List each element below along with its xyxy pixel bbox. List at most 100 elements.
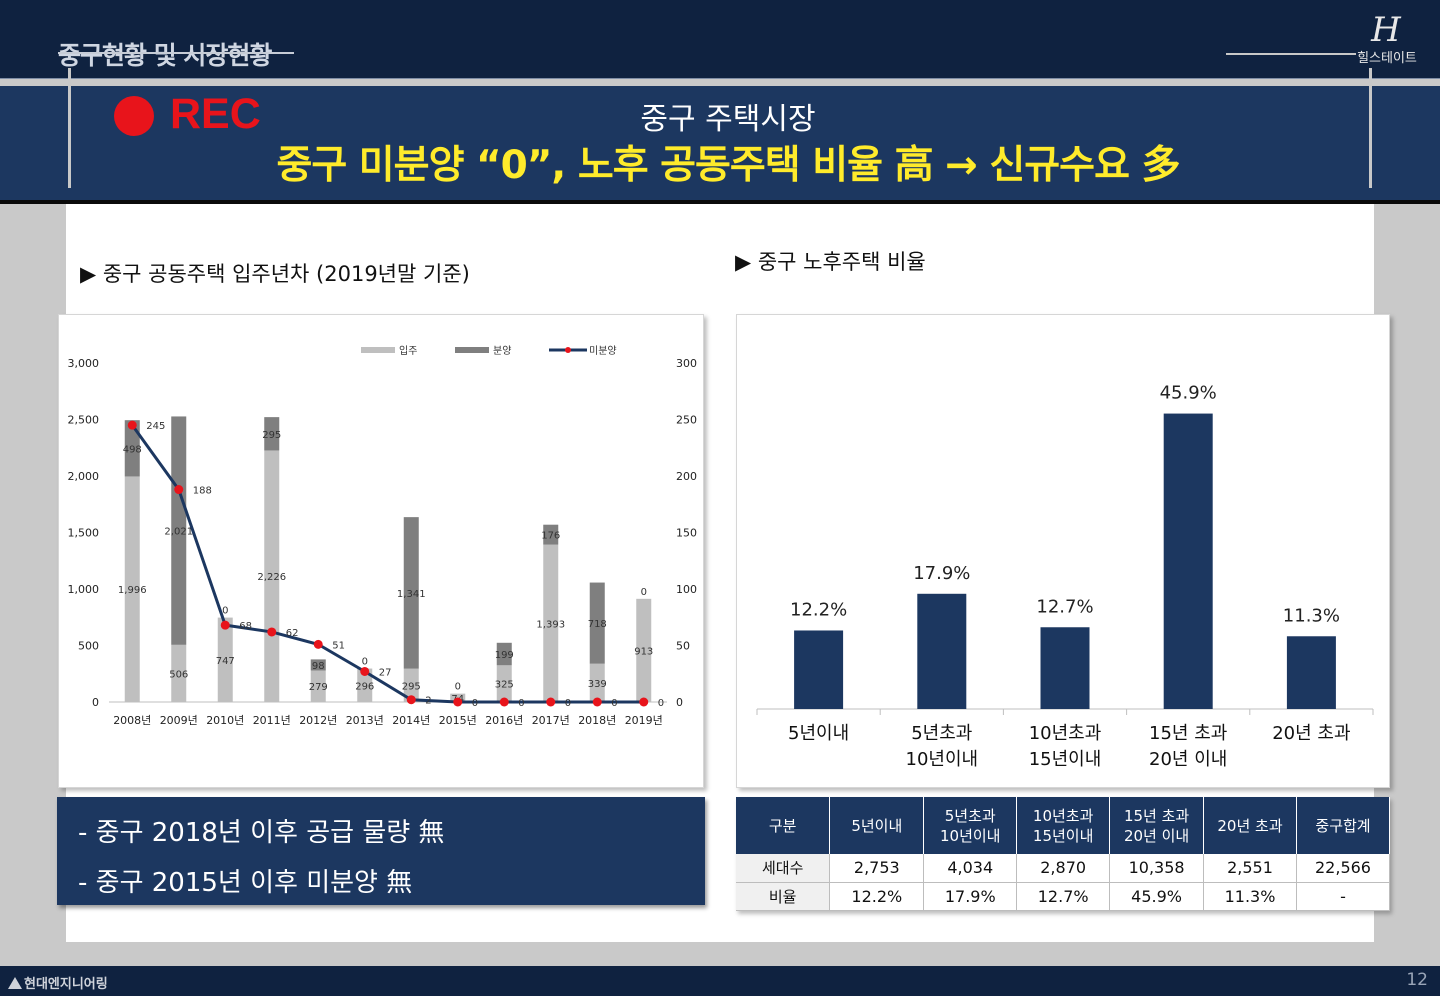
bar-sale — [124, 420, 140, 477]
rec-dot-icon — [114, 96, 154, 136]
y-tick-label-right: 0 — [676, 696, 683, 709]
bar-ratio — [917, 593, 967, 709]
table-row: 세대수 2,753 4,034 2,870 10,358 2,551 22,56… — [736, 854, 1391, 883]
x-tick-label: 20년 초과 — [1272, 723, 1350, 744]
y-tick-label-left: 2,500 — [68, 414, 100, 427]
old-housing-ratio-chart: 12.2% 5년이내 17.9% 5년초과 10년이내 12.7% 10년초과 15년이내 45… — [756, 383, 1374, 770]
header-text: 20년 초과 — [1217, 816, 1283, 835]
x-tick-label: 10년초과 — [1029, 723, 1102, 744]
x-tick-label: 10년이내 — [906, 749, 979, 770]
data-label-ratio: 17.9% — [913, 563, 970, 584]
point-unsold — [453, 697, 463, 707]
y-tick-label-right: 200 — [676, 470, 697, 483]
bar-occupancy — [264, 450, 280, 702]
table-header: 중구합계 — [1296, 797, 1391, 854]
data-label-unsold: 62 — [286, 628, 299, 639]
summary-line-supply: - 중구 2018년 이후 공급 물량 無 — [78, 818, 445, 848]
y-tick-label-right: 50 — [676, 640, 690, 653]
table-cell: 17.9% — [923, 882, 1018, 911]
x-tick-label: 2011년 — [253, 714, 291, 727]
header-text: 5년초과 — [944, 806, 996, 825]
y-tick-label-right: 300 — [676, 357, 697, 370]
data-label-ratio: 12.2% — [790, 599, 847, 620]
bar-sale — [310, 659, 326, 671]
data-label-sale: 2,021 — [164, 527, 193, 538]
header-text: 10년이내 — [939, 826, 1001, 845]
legend-swatch — [361, 347, 395, 353]
frame-bracket-left — [68, 68, 71, 188]
right-heading: ▶ 중구 노후주택 비율 — [735, 250, 926, 274]
section-underline — [58, 52, 294, 54]
data-label-unsold: 245 — [146, 421, 165, 432]
y-tick-label-left: 500 — [78, 640, 99, 653]
legend-label: 미분양 — [589, 345, 617, 357]
header-text: 20년 이내 — [1123, 826, 1190, 845]
data-label-sale: 0 — [222, 606, 228, 617]
x-tick-label: 15년 초과 — [1149, 723, 1227, 744]
table-cell: 4,034 — [923, 854, 1018, 883]
summary-box — [57, 797, 705, 905]
data-label-occupancy: 339 — [588, 679, 607, 690]
data-label-unsold: 0 — [565, 698, 571, 709]
data-label-ratio: 12.7% — [1036, 596, 1093, 617]
y-tick-label-left: 3,000 — [68, 357, 100, 370]
bar-ratio — [1040, 627, 1090, 709]
table-header: 10년초과 15년이내 — [1016, 797, 1111, 854]
header-text: 15년 초과 — [1123, 806, 1190, 825]
x-tick-label: 5년이내 — [788, 723, 849, 744]
data-label-unsold: 2 — [425, 696, 431, 707]
table-header: 5년초과 10년이내 — [923, 797, 1018, 854]
old-housing-chart-panel: 12.2% 5년이내 17.9% 5년초과 10년이내 12.7% 10년초과 15년이내 45… — [736, 314, 1390, 788]
point-unsold — [360, 666, 370, 676]
data-label-unsold: 68 — [239, 621, 252, 632]
table-cell: 45.9% — [1109, 882, 1205, 911]
top-bar — [0, 0, 1440, 78]
data-label-ratio: 11.3% — [1283, 605, 1340, 626]
point-unsold — [546, 697, 556, 707]
bar-sale — [171, 416, 187, 645]
data-label-sale: 0 — [455, 682, 461, 693]
x-tick-label: 2008년 — [113, 714, 151, 727]
data-label-unsold: 0 — [472, 698, 478, 709]
y-tick-label-right: 150 — [676, 527, 697, 540]
title-banner — [0, 86, 1440, 201]
x-tick-label: 15년이내 — [1029, 749, 1102, 770]
data-label-unsold: 0 — [611, 698, 617, 709]
header-text: 15년이내 — [1032, 826, 1094, 845]
x-tick-label: 2016년 — [485, 714, 523, 727]
data-label-occupancy: 295 — [402, 681, 421, 692]
data-label-ratio: 45.9% — [1160, 383, 1217, 404]
point-unsold — [639, 697, 649, 707]
table-cell: 10,358 — [1109, 854, 1205, 883]
logo-text: 힐스테이트 — [1357, 51, 1417, 66]
data-label-occupancy: 325 — [495, 680, 514, 691]
x-tick-label: 2018년 — [578, 714, 616, 727]
table-row: 비율 12.2% 17.9% 12.7% 45.9% 11.3% - — [736, 882, 1391, 911]
table-cell: 12.7% — [1016, 882, 1111, 911]
table-header-row: 구분 5년이내 5년초과 10년이내 10년초과 15년이내 15년 초과 20년 이… — [736, 797, 1391, 854]
data-label-sale: 0 — [362, 657, 368, 668]
x-tick-label: 2010년 — [206, 714, 244, 727]
line-unsold — [131, 424, 644, 704]
bar-occupancy — [589, 663, 605, 702]
x-tick-label: 5년초과 — [911, 723, 972, 744]
table-cell: 11.3% — [1203, 882, 1297, 911]
data-label-occupancy: 747 — [216, 656, 235, 667]
y-tick-label-right: 250 — [676, 414, 697, 427]
data-label-unsold: 0 — [518, 698, 524, 709]
bar-sale — [264, 417, 280, 451]
bar-occupancy — [496, 665, 512, 702]
summary-line-unsold: - 중구 2015년 이후 미분양 無 — [78, 868, 413, 898]
x-tick-label: 2014년 — [392, 714, 430, 727]
table-cell: 세대수 — [736, 854, 831, 883]
table-cell: 12.2% — [829, 882, 925, 911]
data-label-sale: 176 — [541, 531, 560, 542]
point-unsold — [267, 627, 277, 637]
footer-brand: 현대엔지니어링 — [8, 973, 108, 992]
bar-sale — [403, 517, 419, 669]
old-housing-table: 구분 5년이내 5년초과 10년이내 10년초과 15년이내 15년 초과 20년 이… — [736, 797, 1391, 911]
bar-occupancy — [124, 476, 140, 702]
occupancy-year-chart: 05001,0001,5002,0002,5003,00005010015020… — [68, 344, 698, 727]
data-label-occupancy: 2,226 — [257, 572, 286, 583]
left-heading: ▶ 중구 공동주택 입주년차 (2019년말 기준) — [80, 262, 470, 286]
